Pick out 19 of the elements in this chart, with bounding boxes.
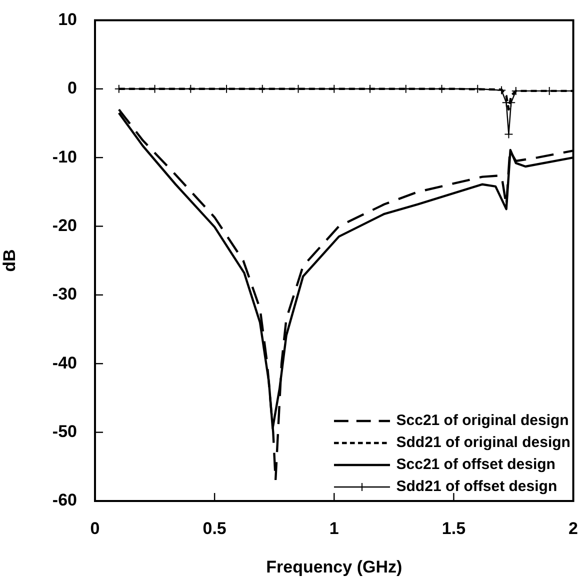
y-tick-label: 0 [68,78,77,98]
x-tick-label: 2 [568,518,578,538]
legend-label: Sdd21 of original design [396,433,570,453]
y-tick-label: 10 [58,10,77,29]
y-axis-title: dB [0,249,19,272]
y-tick-label: -10 [52,147,77,166]
x-tick-label: 0.5 [202,518,226,538]
y-tick-label: -40 [52,353,77,372]
y-tick-label: -30 [52,284,77,304]
y-tick-label: -50 [52,422,77,441]
legend-label: Scc21 of offset design [396,455,556,475]
y-tick-label: -20 [52,216,77,235]
legend-label: Sdd21 of offset design [396,477,558,497]
x-tick-label: 1 [329,518,339,538]
x-axis-title: Frequency (GHz) [266,557,402,576]
x-tick-label: 1.5 [442,518,466,538]
legend-label: Scc21 of original design [396,411,569,431]
y-tick-label: -60 [52,490,77,510]
x-tick-label: 0 [90,518,100,538]
